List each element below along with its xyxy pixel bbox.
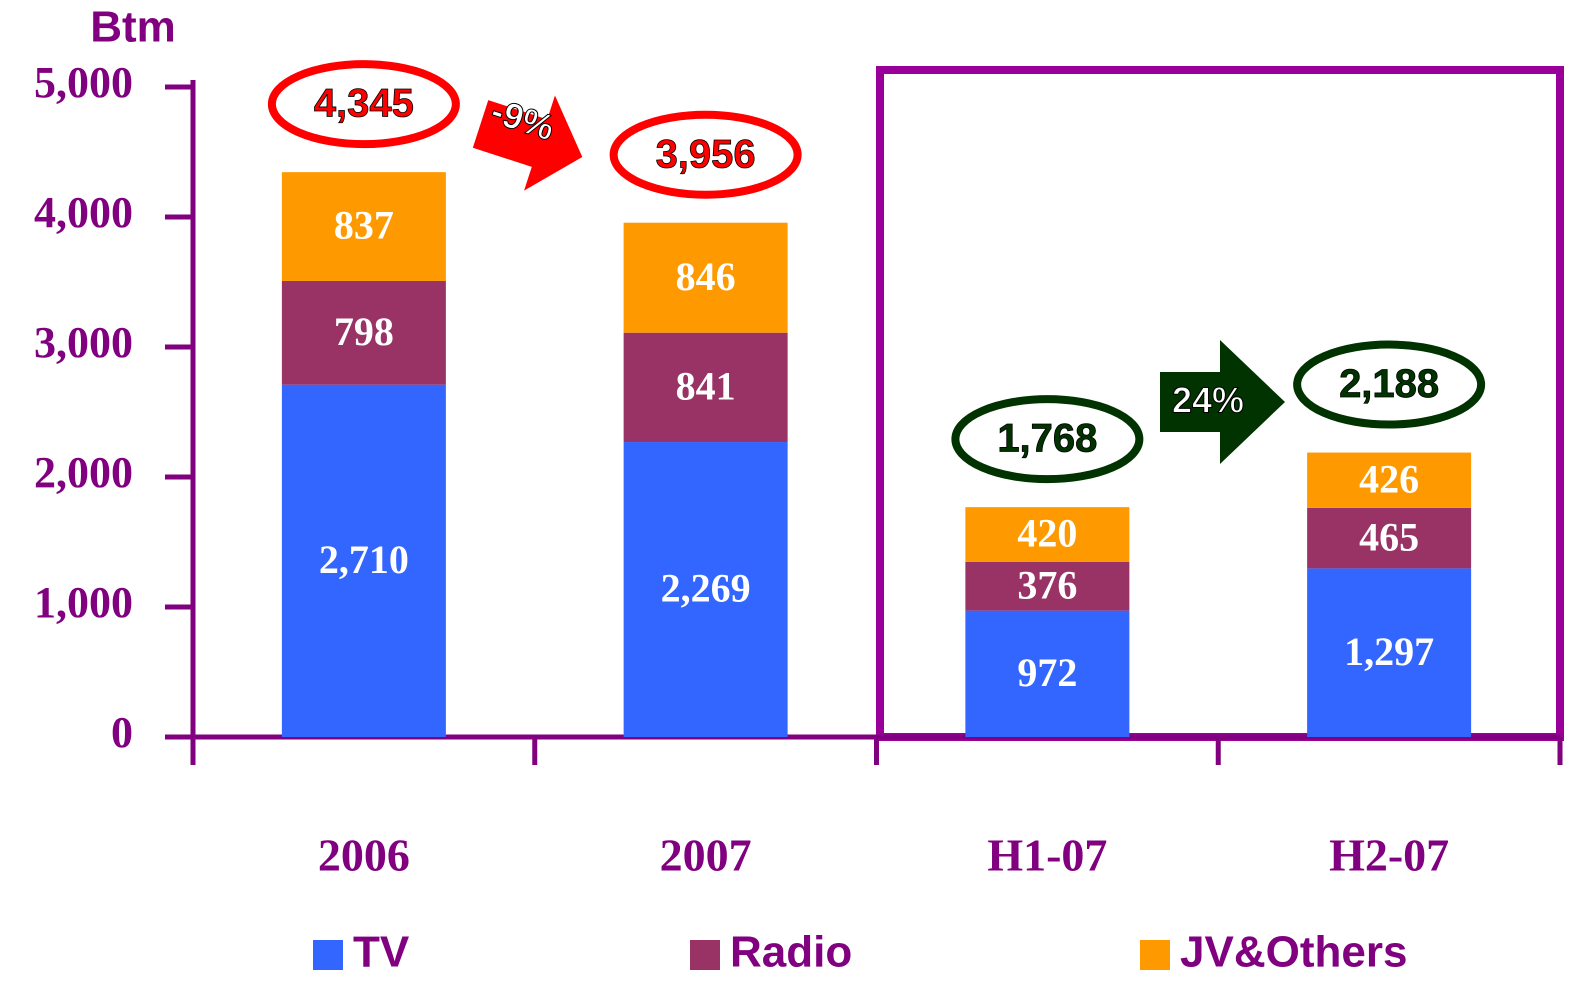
total-label: 4,345 (314, 82, 414, 126)
legend-swatch (690, 940, 720, 970)
value-label: 2,269 (661, 566, 751, 611)
x-tick-label: 2006 (318, 830, 410, 881)
arrow-shape (1160, 340, 1285, 464)
y-tick-label: 4,000 (34, 188, 133, 237)
bar-segment (623, 332, 788, 443)
value-label: 420 (1017, 511, 1077, 556)
bar-segment (623, 442, 788, 737)
value-label: 798 (334, 309, 394, 354)
value-label: 841 (676, 364, 736, 409)
value-label: 1,297 (1344, 629, 1434, 674)
bar-segment (1307, 452, 1472, 508)
arrow-shape (472, 95, 583, 191)
legend-swatch (1140, 940, 1170, 970)
bar-segment (965, 561, 1130, 611)
bar-segment (281, 384, 446, 737)
legend-swatch (313, 940, 343, 970)
y-tick-label: 1,000 (34, 578, 133, 627)
x-tick-label: H1-07 (987, 830, 1107, 881)
total-ellipse (267, 60, 460, 149)
bar-segment (1307, 507, 1472, 569)
value-label: 376 (1017, 562, 1077, 607)
total-label: 1,768 (997, 417, 1097, 461)
total-ellipse (609, 110, 802, 199)
y-tick-label: 2,000 (34, 448, 133, 497)
value-label: 846 (676, 254, 736, 299)
x-tick-label: H2-07 (1329, 830, 1449, 881)
bar-segment (965, 610, 1130, 737)
change-arrow: 24% (1160, 340, 1285, 464)
value-label: 426 (1359, 456, 1419, 501)
bar-segment (281, 172, 446, 281)
y-tick-label: 5,000 (34, 58, 133, 107)
x-tick-label: 2007 (660, 830, 752, 881)
bar-segment (965, 507, 1130, 562)
y-tick-label: 3,000 (34, 318, 133, 367)
total-label: 3,956 (656, 132, 756, 176)
bar-segment (281, 280, 446, 385)
value-label: 837 (334, 203, 394, 248)
bar-segment (623, 222, 788, 333)
bar-segment (1307, 568, 1472, 737)
value-label: 2,710 (319, 537, 409, 582)
value-label: 972 (1017, 650, 1077, 695)
y-axis-label: Btm (90, 3, 176, 52)
change-label: 24% (1172, 380, 1244, 421)
value-label: 465 (1359, 514, 1419, 559)
y-tick-label: 0 (111, 708, 133, 757)
legend-label: Radio (730, 928, 852, 977)
total-ellipse (951, 395, 1144, 484)
legend-label: JV&Others (1180, 928, 1407, 977)
change-arrow: -9% (472, 89, 583, 191)
total-ellipse (1293, 340, 1486, 429)
total-label: 2,188 (1339, 362, 1439, 406)
legend-label: TV (353, 928, 410, 977)
